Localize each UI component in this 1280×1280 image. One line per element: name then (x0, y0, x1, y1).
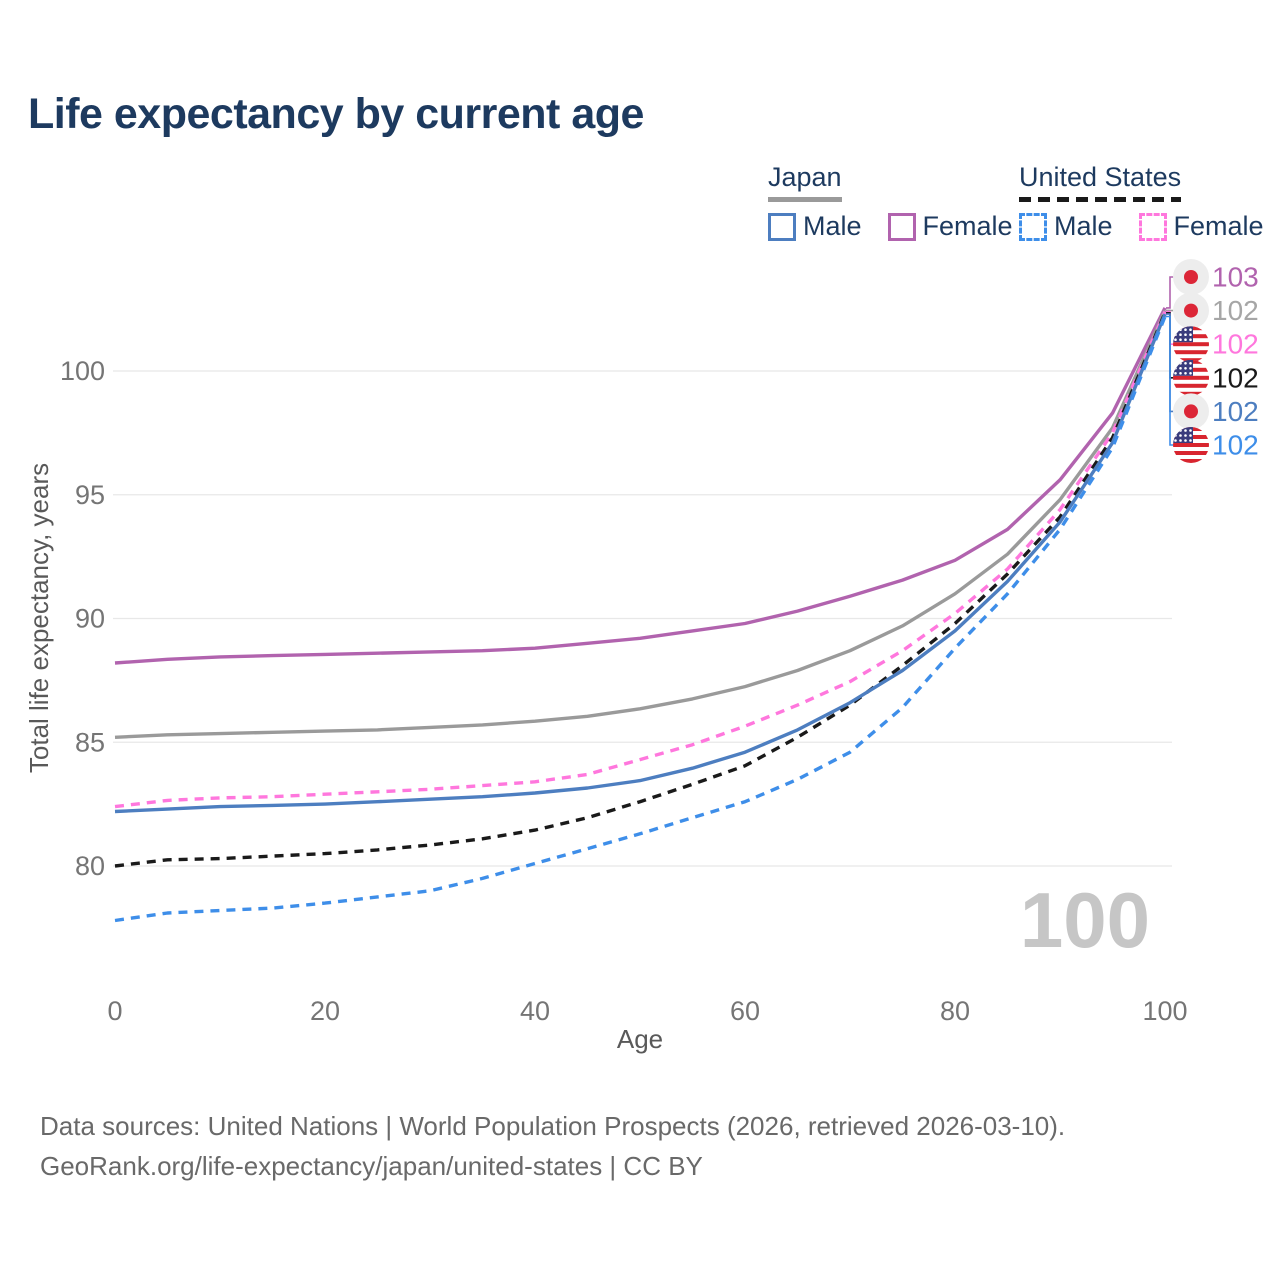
series-layer (114, 307, 1167, 923)
legend-heading-united-states[interactable]: United States (1019, 162, 1182, 202)
y-tick-label-100: 100 (60, 356, 105, 386)
legend-group-japan: Japan Male Female (768, 162, 1013, 242)
series-line-japan-female (114, 307, 1167, 665)
legend-heading-united-states-label: United States (1019, 162, 1182, 192)
footer: Data sources: United Nations | World Pop… (40, 1106, 1065, 1186)
legend-item-japan-male[interactable]: Male (768, 211, 862, 242)
legend-swatch-japan-male (768, 212, 796, 241)
series-line-united-states-male (114, 315, 1167, 923)
y-tick-label-80: 80 (75, 851, 105, 881)
legend-group-united-states: United States Male Female (1019, 162, 1264, 242)
legend-item-japan-female[interactable]: Female (887, 211, 1013, 242)
y-tick-label-90: 90 (75, 604, 105, 634)
series-line-united-states-both-sexes (114, 312, 1167, 868)
japan-flag-icon (1173, 259, 1209, 295)
legend-label-japan-male: Male (803, 211, 862, 241)
us-flag-icon (1173, 359, 1209, 396)
end-connector-japan-male (1166, 313, 1176, 413)
footer-data-sources: Data sources: United Nations | World Pop… (40, 1111, 1066, 1141)
legend-item-united-states-female[interactable]: Female (1138, 211, 1264, 242)
series-line-japan-male (114, 313, 1167, 814)
us-flag-icon (1173, 326, 1209, 363)
axis-layer: Total life expectancy, years Age (24, 463, 663, 1054)
end-value-label-united-states-female: 102 (1212, 329, 1259, 360)
legend-label-united-states-female: Female (1173, 211, 1264, 241)
end-value-label-united-states-male: 102 (1212, 430, 1259, 461)
series-line-japan-both-sexes (114, 309, 1167, 739)
x-tick-label-80: 80 (940, 996, 970, 1026)
us-flag-icon (1173, 427, 1209, 463)
footer-attribution: GeoRank.org/life-expectancy/japan/united… (40, 1151, 703, 1181)
series-line-united-states-female (114, 310, 1167, 809)
y-tick-label-95: 95 (75, 480, 105, 510)
legend-underline-japan (768, 197, 842, 202)
end-value-label-japan-female: 103 (1212, 262, 1259, 293)
legend-items-united-states: Male Female (1019, 211, 1264, 242)
legend-underline-united-states (1019, 197, 1182, 202)
y-tick-label-85: 85 (75, 727, 105, 757)
legend-swatch-united-states-male (1019, 212, 1047, 241)
legend-items-japan: Male Female (768, 211, 1013, 242)
end-value-label-japan-both-sexes: 102 (1212, 295, 1259, 326)
x-tick-label-20: 20 (310, 996, 340, 1026)
x-tick-label-40: 40 (520, 996, 550, 1026)
x-tick-label-0: 0 (107, 996, 122, 1026)
japan-flag-icon (1173, 292, 1209, 329)
japan-flag-icon (1173, 393, 1209, 430)
x-tick-label-60: 60 (730, 996, 760, 1026)
age-watermark: 100 (1019, 876, 1150, 964)
end-value-label-japan-male: 102 (1212, 396, 1259, 427)
legend-label-united-states-male: Male (1054, 211, 1113, 241)
end-value-label-united-states-both-sexes: 102 (1212, 362, 1259, 393)
x-axis-title: Age (617, 1024, 663, 1054)
y-axis-title: Total life expectancy, years (24, 463, 54, 773)
legend-label-japan-female: Female (922, 211, 1013, 241)
chart-title: Life expectancy by current age (28, 90, 644, 138)
legend-swatch-japan-female (887, 212, 916, 241)
grid-layer: 80 85 90 95 100 0 20 40 60 80 100 (60, 356, 1188, 1026)
legend-swatch-united-states-female (1138, 212, 1167, 241)
legend-heading-japan[interactable]: Japan (768, 162, 842, 202)
x-tick-label-100: 100 (1142, 996, 1187, 1026)
legend-item-united-states-male[interactable]: Male (1019, 211, 1113, 242)
legend-heading-japan-label: Japan (768, 162, 842, 192)
